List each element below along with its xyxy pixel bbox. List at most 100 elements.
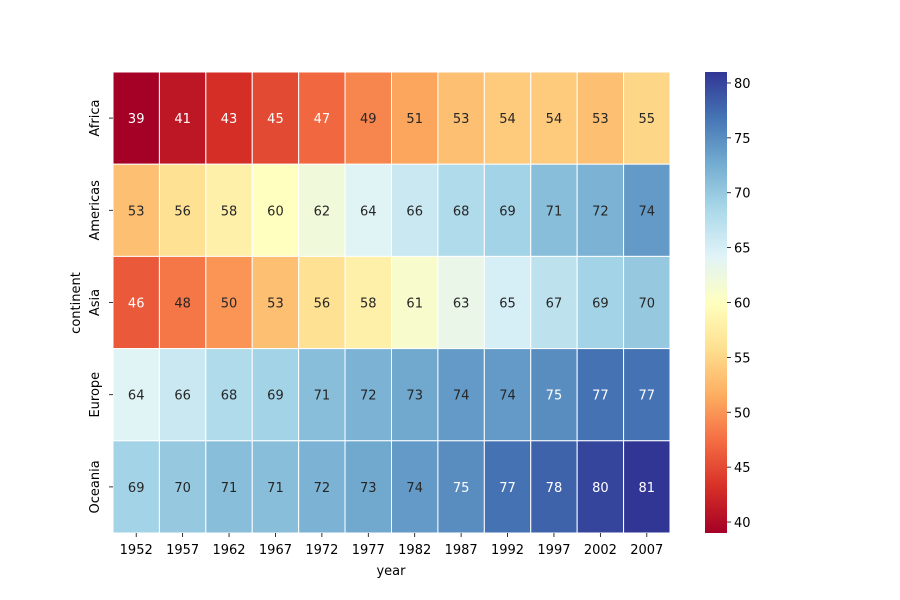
cell-value-label: 70 bbox=[174, 481, 191, 496]
y-tick-label: Europe bbox=[88, 372, 103, 418]
cell-value-label: 73 bbox=[406, 389, 423, 404]
cell-value-label: 68 bbox=[453, 204, 470, 219]
cell-value-label: 73 bbox=[360, 481, 377, 496]
heatmap-cell bbox=[112, 71, 160, 165]
colorbar-gradient bbox=[705, 72, 727, 533]
cell-value-label: 63 bbox=[453, 297, 470, 312]
cell-value-label: 67 bbox=[546, 297, 563, 312]
cell-value-label: 53 bbox=[592, 112, 609, 127]
cell-value-label: 74 bbox=[406, 481, 423, 496]
heatmap-cell bbox=[391, 440, 439, 534]
x-tick-label: 1977 bbox=[352, 543, 385, 558]
x-tick-label: 1997 bbox=[537, 543, 570, 558]
cell-value-label: 39 bbox=[128, 112, 145, 127]
cell-value-label: 55 bbox=[639, 112, 656, 127]
cell-value-label: 80 bbox=[592, 481, 609, 496]
cell-value-label: 77 bbox=[639, 389, 656, 404]
cell-value-label: 72 bbox=[360, 389, 377, 404]
heatmap-cell bbox=[437, 163, 485, 257]
cell-value-label: 43 bbox=[221, 112, 238, 127]
x-tick-label: 1992 bbox=[491, 543, 524, 558]
x-axis-ticks: 1952 1957 1962 1967 1972 1977 1982 1987 1992 1997… bbox=[120, 533, 663, 558]
x-tick-label: 1987 bbox=[445, 543, 478, 558]
heatmap-cell bbox=[251, 163, 300, 257]
heatmap-cell bbox=[112, 255, 160, 350]
x-tick-label: 1962 bbox=[212, 543, 245, 558]
y-axis-label: continent bbox=[69, 272, 84, 334]
colorbar-tick-label: 70 bbox=[734, 187, 751, 202]
heatmap-cell bbox=[530, 71, 578, 165]
cell-value-label: 60 bbox=[267, 204, 284, 219]
x-axis-label: year bbox=[376, 564, 406, 579]
cell-value-label: 56 bbox=[174, 204, 191, 219]
cell-value-label: 71 bbox=[267, 481, 284, 496]
heatmap-cell bbox=[298, 255, 346, 350]
cell-value-label: 72 bbox=[592, 204, 609, 219]
cell-value-label: 71 bbox=[546, 204, 563, 219]
heatmap-cell bbox=[623, 71, 671, 165]
colorbar-tick-label: 60 bbox=[734, 297, 751, 312]
heatmap-cell bbox=[158, 163, 207, 257]
cell-value-label: 66 bbox=[174, 389, 191, 404]
heatmap-cell bbox=[391, 255, 439, 350]
cell-value-label: 45 bbox=[267, 112, 284, 127]
cell-value-label: 64 bbox=[360, 204, 377, 219]
colorbar-tick-label: 65 bbox=[734, 242, 751, 257]
heatmap-cell bbox=[344, 71, 393, 165]
x-tick-label: 1972 bbox=[305, 543, 338, 558]
heatmap-cell bbox=[391, 163, 439, 257]
heatmap-cell bbox=[251, 348, 300, 442]
colorbar-tick-label: 80 bbox=[734, 77, 751, 92]
y-tick-label: Americas bbox=[88, 180, 103, 241]
heatmap-cells: 39 41 43 45 47 49 51 53 54 54 53 55 53 56 58 60 62 64 66 68… bbox=[112, 71, 671, 534]
cell-value-label: 48 bbox=[174, 297, 191, 312]
heatmap-cell bbox=[530, 163, 578, 257]
x-tick-label: 1957 bbox=[166, 543, 199, 558]
heatmap-cell bbox=[623, 348, 671, 442]
cell-value-label: 53 bbox=[267, 297, 284, 312]
cell-value-label: 72 bbox=[314, 481, 331, 496]
cell-value-label: 70 bbox=[639, 297, 656, 312]
heatmap-cell bbox=[205, 348, 253, 442]
heatmap-cell bbox=[483, 348, 532, 442]
cell-value-label: 74 bbox=[453, 389, 470, 404]
cell-value-label: 62 bbox=[314, 204, 331, 219]
cell-value-label: 77 bbox=[499, 481, 516, 496]
cell-value-label: 46 bbox=[128, 297, 145, 312]
heatmap-cell bbox=[576, 440, 625, 534]
cell-value-label: 71 bbox=[221, 481, 238, 496]
x-tick-label: 1967 bbox=[259, 543, 292, 558]
x-tick-label: 1982 bbox=[398, 543, 431, 558]
heatmap-cell bbox=[205, 255, 253, 350]
cell-value-label: 53 bbox=[453, 112, 470, 127]
cell-value-label: 49 bbox=[360, 112, 377, 127]
heatmap-cell bbox=[205, 71, 253, 165]
heatmap-cell bbox=[576, 348, 625, 442]
heatmap-cell bbox=[530, 348, 578, 442]
colorbar-tick-label: 55 bbox=[734, 351, 751, 366]
cell-value-label: 69 bbox=[499, 204, 516, 219]
cell-value-label: 51 bbox=[406, 112, 423, 127]
cell-value-label: 78 bbox=[546, 481, 563, 496]
cell-value-label: 74 bbox=[499, 389, 516, 404]
heatmap-cell bbox=[576, 163, 625, 257]
heatmap-cell bbox=[251, 255, 300, 350]
cell-value-label: 41 bbox=[174, 112, 191, 127]
cell-value-label: 69 bbox=[128, 481, 145, 496]
heatmap-cell bbox=[205, 440, 253, 534]
heatmap-cell bbox=[437, 71, 485, 165]
heatmap-cell bbox=[158, 440, 207, 534]
y-tick-label: Asia bbox=[88, 289, 103, 316]
cell-value-label: 58 bbox=[360, 297, 377, 312]
cell-value-label: 69 bbox=[592, 297, 609, 312]
heatmap-cell bbox=[623, 255, 671, 350]
cell-value-label: 74 bbox=[639, 204, 656, 219]
cell-value-label: 61 bbox=[406, 297, 423, 312]
cell-value-label: 54 bbox=[499, 112, 516, 127]
heatmap-cell bbox=[344, 348, 393, 442]
colorbar-tick-label: 45 bbox=[734, 461, 751, 476]
cell-value-label: 53 bbox=[128, 204, 145, 219]
heatmap-cell bbox=[298, 440, 346, 534]
heatmap-cell bbox=[112, 440, 160, 534]
